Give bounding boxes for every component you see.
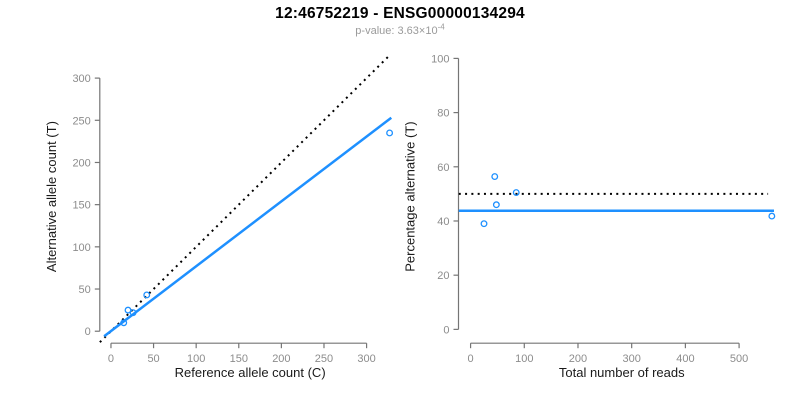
y-tick-label: 40 [437,216,449,228]
y-tick-label: 300 [72,73,90,85]
x-tick-label: 200 [569,353,587,365]
p-value-exponent: -4 [437,22,445,32]
p-value-subtitle: p-value: 3.63×10-4 [0,22,800,37]
y-tick-label: 250 [72,115,90,127]
data-point [120,319,128,327]
y-tick-label: 100 [431,53,449,65]
y-tick-label: 50 [79,284,91,296]
x-tick-label: 250 [315,353,333,365]
y-tick-label: 150 [72,200,90,212]
y-tick-label: 100 [72,242,90,254]
identity-line [99,53,392,343]
p-value-text: p-value: 3.63×10 [355,25,438,37]
data-point [386,129,394,137]
x-tick-label: 300 [623,353,641,365]
data-point [129,309,137,317]
data-point [480,220,488,228]
x-tick-label: 150 [230,353,248,365]
x-tick-label: 400 [676,353,694,365]
data-point [491,173,499,180]
x-tick-label: 50 [147,353,159,365]
plot-percentage: 0 100 200 300 400 500 0 20 40 60 80 100 Total number… [403,53,776,380]
x-axis-label: Total number of reads [559,365,685,380]
x-axis-label: Reference allele count (C) [175,365,326,380]
plot-allele-counts: 0 50 100 150 200 250 300 0 50 100 150 200 250 300 Refe… [44,53,394,380]
y-tick-label: 200 [72,157,90,169]
x-tick-label: 500 [730,353,748,365]
y-tick-label: 80 [437,108,449,120]
data-point [492,201,500,209]
x-tick-label: 100 [187,353,205,365]
y-tick-label: 20 [437,270,449,282]
x-tick-label: 0 [468,353,474,365]
data-point [512,189,520,196]
y-tick-label: 0 [85,326,91,338]
x-tick-label: 0 [108,353,114,365]
x-tick-label: 100 [515,353,533,365]
genomic-position-title: 12:46752219 - ENSG00000134294 [275,5,525,22]
x-tick-label: 200 [272,353,290,365]
x-tick-label: 300 [357,353,375,365]
data-point [143,291,151,299]
data-point [768,212,776,220]
y-axis-label: Alternative allele count (T) [44,121,59,272]
regression-line [103,116,393,338]
y-tick-label: 60 [437,162,449,174]
y-axis-label: Percentage alternative (T) [403,121,418,271]
y-tick-label: 0 [443,324,449,336]
